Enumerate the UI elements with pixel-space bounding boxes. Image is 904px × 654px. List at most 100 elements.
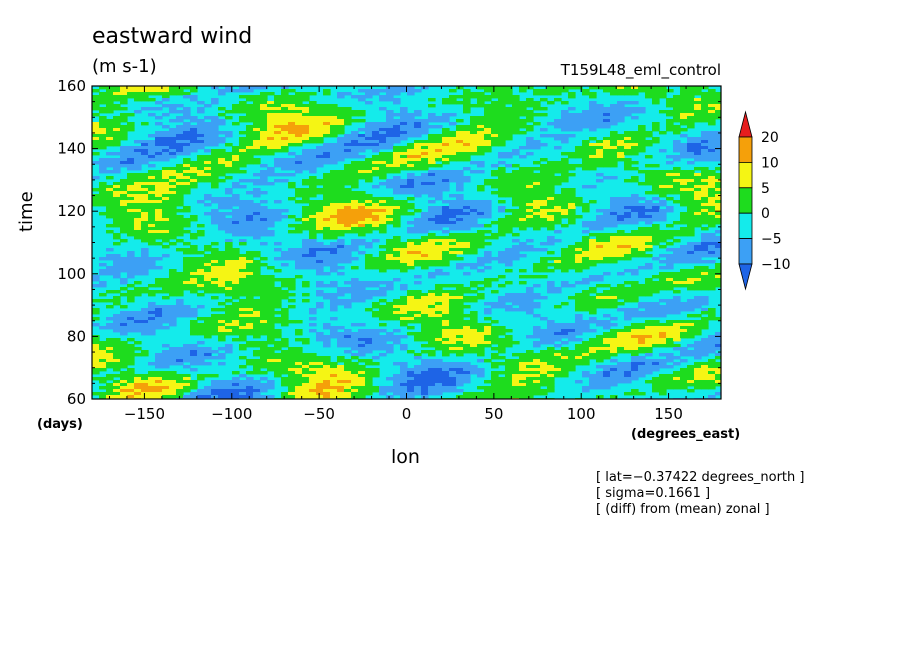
field-cell	[603, 335, 611, 339]
field-cell	[666, 311, 674, 315]
field-cell	[624, 248, 632, 252]
field-cell	[491, 110, 499, 114]
field-cell	[435, 137, 443, 141]
field-cell	[533, 89, 541, 93]
field-cell	[435, 269, 443, 273]
field-cell	[680, 269, 688, 273]
field-cell	[113, 119, 121, 123]
field-cell	[589, 92, 597, 96]
field-cell	[141, 239, 149, 243]
field-cell	[274, 95, 282, 99]
field-cell	[428, 293, 436, 297]
field-cell	[120, 203, 128, 207]
field-cell	[267, 134, 275, 138]
field-cell	[456, 143, 464, 147]
field-cell	[176, 221, 184, 225]
field-cell	[365, 125, 373, 129]
field-cell	[687, 275, 695, 279]
field-cell	[281, 296, 289, 300]
field-cell	[610, 158, 618, 162]
field-cell	[232, 290, 240, 294]
field-cell	[666, 320, 674, 324]
field-cell	[645, 341, 653, 345]
field-cell	[554, 176, 562, 180]
field-cell	[379, 224, 387, 228]
field-cell	[379, 158, 387, 162]
field-cell	[372, 197, 380, 201]
field-cell	[666, 323, 674, 327]
field-cell	[239, 344, 247, 348]
field-cell	[274, 257, 282, 261]
field-cell	[183, 110, 191, 114]
field-cell	[267, 140, 275, 144]
field-cell	[120, 266, 128, 270]
field-cell	[547, 209, 555, 213]
field-cell	[666, 299, 674, 303]
field-cell	[113, 122, 121, 126]
field-cell	[365, 209, 373, 213]
field-cell	[701, 200, 709, 204]
field-cell	[554, 215, 562, 219]
field-cell	[330, 221, 338, 225]
field-cell	[526, 101, 534, 105]
field-cell	[421, 188, 429, 192]
field-cell	[575, 116, 583, 120]
field-cell	[470, 200, 478, 204]
field-cell	[561, 89, 569, 93]
field-cell	[211, 119, 219, 123]
field-cell	[561, 332, 569, 336]
field-cell	[435, 299, 443, 303]
field-cell	[435, 125, 443, 129]
field-cell	[421, 149, 429, 153]
field-cell	[127, 338, 135, 342]
field-cell	[155, 308, 163, 312]
field-cell	[365, 221, 373, 225]
field-cell	[428, 275, 436, 279]
field-cell	[309, 122, 317, 126]
field-cell	[547, 320, 555, 324]
field-cell	[302, 260, 310, 264]
field-cell	[708, 260, 716, 264]
field-cell	[526, 116, 534, 120]
field-cell	[92, 308, 100, 312]
field-cell	[232, 338, 240, 342]
field-cell	[596, 173, 604, 177]
field-cell	[148, 224, 156, 228]
field-cell	[267, 125, 275, 129]
field-cell	[323, 341, 331, 345]
field-cell	[330, 296, 338, 300]
field-cell	[253, 95, 261, 99]
field-cell	[505, 92, 513, 96]
field-cell	[344, 200, 352, 204]
field-cell	[225, 242, 233, 246]
field-cell	[680, 233, 688, 237]
field-cell	[316, 269, 324, 273]
field-cell	[708, 149, 716, 153]
field-cell	[274, 332, 282, 336]
field-cell	[386, 242, 394, 246]
field-cell	[512, 182, 520, 186]
field-cell	[190, 326, 198, 330]
field-cell	[155, 89, 163, 93]
field-cell	[638, 239, 646, 243]
field-cell	[183, 140, 191, 144]
field-cell	[211, 164, 219, 168]
field-cell	[148, 329, 156, 333]
field-cell	[106, 341, 114, 345]
field-cell	[568, 194, 576, 198]
field-cell	[351, 266, 359, 270]
field-cell	[624, 110, 632, 114]
field-cell	[162, 284, 170, 288]
field-cell	[470, 332, 478, 336]
field-cell	[477, 215, 485, 219]
field-cell	[386, 89, 394, 93]
field-cell	[631, 161, 639, 165]
field-cell	[484, 257, 492, 261]
field-cell	[673, 311, 681, 315]
field-cell	[603, 152, 611, 156]
field-cell	[344, 122, 352, 126]
field-cell	[323, 125, 331, 129]
field-cell	[575, 329, 583, 333]
field-cell	[505, 134, 513, 138]
field-cell	[505, 98, 513, 102]
